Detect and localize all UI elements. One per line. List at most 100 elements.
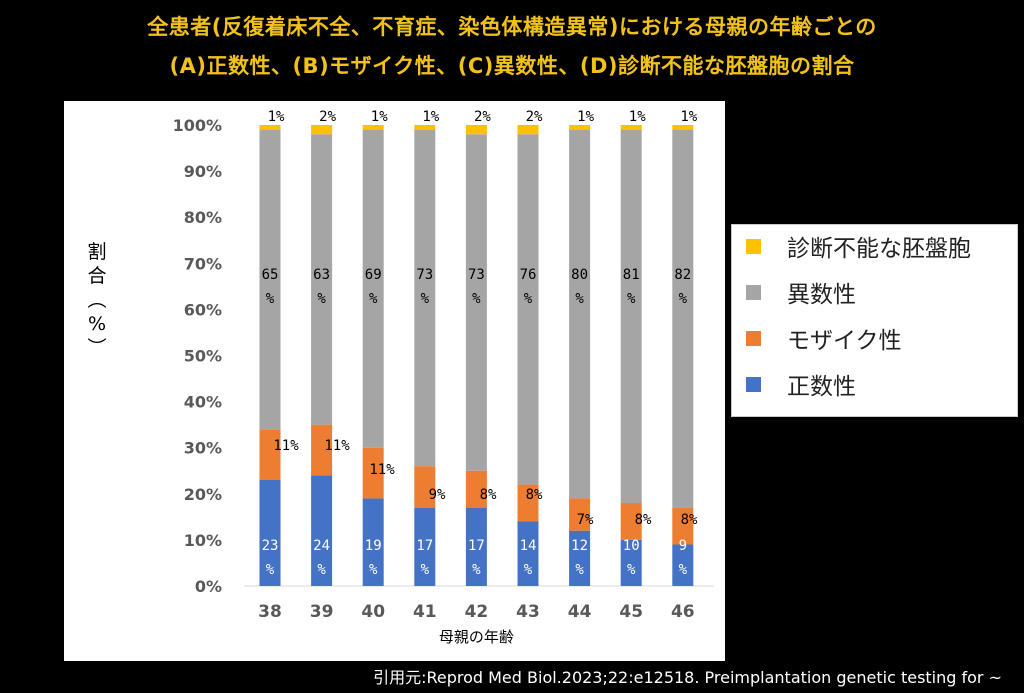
data-label-mosaic: 8% [635, 512, 652, 528]
bar-segment [517, 134, 539, 485]
data-label-normal-unit: % [472, 562, 481, 578]
y-tick-label: 60% [184, 300, 222, 319]
data-label-aneuploid-unit: % [369, 291, 378, 307]
legend-item: モザイク性 [746, 323, 902, 354]
data-label-aneuploid: 80 [571, 267, 588, 283]
x-tick-label: 40 [361, 602, 385, 622]
data-label-aneuploid-unit: % [317, 291, 326, 307]
chart-title-line-1: 全患者(反復着床不全、不育症、染色体構造異常)における母親の年齢ごとの [147, 15, 877, 39]
legend-item: 異数性 [746, 277, 856, 308]
data-label-normal-unit: % [266, 562, 275, 578]
data-label-normal-unit: % [369, 562, 378, 578]
bar-segment [620, 129, 642, 504]
bar-segment [414, 129, 436, 467]
y-axis-label-char: 合 [87, 265, 107, 287]
y-tick-label: 80% [184, 208, 222, 227]
data-label-normal: 23 [262, 538, 279, 554]
bar-segment [569, 498, 591, 531]
legend-item: 正数性 [746, 369, 856, 400]
data-label-normal: 17 [468, 538, 485, 554]
y-axis-label-char: % [87, 313, 107, 335]
bar-segment [362, 125, 384, 130]
y-axis-label-char: 割 [87, 241, 107, 263]
legend-label: モザイク性 [787, 328, 902, 354]
bar-segment [620, 125, 642, 130]
y-tick-label: 10% [184, 531, 222, 550]
data-label-normal: 24 [313, 538, 330, 554]
bar-segment [259, 429, 281, 480]
bar-segment [311, 475, 333, 586]
data-label-normal: 9 [679, 538, 687, 554]
data-label-aneuploid: 63 [313, 267, 330, 283]
bar-segment [311, 134, 333, 425]
data-label-normal-unit: % [627, 562, 636, 578]
bar-segment [672, 125, 694, 130]
bar-segment [517, 125, 539, 135]
legend-item: 診断不能な胚盤胞 [746, 231, 971, 262]
bar-segment [259, 479, 281, 586]
data-label-normal-unit: % [317, 562, 326, 578]
y-tick-label: 100% [173, 116, 222, 135]
data-label-undiagnosable: 1% [629, 109, 646, 125]
bar-segment [465, 507, 487, 586]
bar-segment [414, 125, 436, 130]
data-label-undiagnosable: 2% [526, 109, 543, 125]
data-label-aneuploid-unit: % [421, 291, 430, 307]
chart-title-line-2: (A)正数性、(B)モザイク性、(C)異数性、(D)診断不能な胚盤胞の割合 [169, 54, 855, 78]
data-label-aneuploid: 65 [262, 267, 279, 283]
y-tick-label: 90% [184, 162, 222, 181]
x-tick-label: 43 [516, 602, 540, 622]
y-tick-label: 0% [195, 577, 222, 596]
data-label-normal: 12 [571, 538, 588, 554]
chart-legend: 診断不能な胚盤胞 異数性モザイク性正数性 [731, 224, 1018, 417]
bar-segment [362, 129, 384, 448]
bar-segment [362, 447, 384, 499]
bar-segment [311, 424, 333, 476]
legend-swatch [746, 284, 761, 300]
bar-segment [259, 125, 281, 130]
x-tick-label: 38 [258, 602, 282, 622]
bar-segment [362, 498, 384, 586]
data-label-mosaic: 8% [480, 487, 497, 503]
y-tick-label: 40% [184, 393, 222, 412]
legend-label: 正数性 [787, 374, 856, 400]
data-label-normal-unit: % [421, 562, 430, 578]
data-label-mosaic: 11% [369, 462, 395, 478]
bar-segment [569, 530, 591, 586]
bar-segment [517, 484, 539, 522]
x-tick-label: 44 [568, 602, 592, 622]
x-tick-label: 42 [465, 602, 489, 622]
data-label-normal: 10 [623, 538, 640, 554]
stacked-bar-chart: 0% 10% 20% 30% 40% 50% 60% 70% 80% 90% 100% 38 39 40 4… [173, 109, 714, 646]
data-label-aneuploid: 82 [674, 267, 691, 283]
data-label-mosaic: 8% [526, 487, 543, 503]
data-label-aneuploid: 76 [520, 267, 537, 283]
bar-segment [672, 129, 694, 508]
y-axis-label: 割合 ︵% ︶ [84, 240, 110, 360]
data-label-aneuploid: 73 [416, 267, 433, 283]
bar-segment [672, 507, 694, 545]
data-label-aneuploid-unit: % [524, 291, 533, 307]
data-label-undiagnosable: 1% [371, 109, 388, 125]
data-label-normal-unit: % [524, 562, 533, 578]
chart-panel: 0% 10% 20% 30% 40% 50% 60% 70% 80% 90% 100% 38 39 40 4… [64, 101, 725, 661]
legend-label: 異数性 [787, 282, 856, 308]
bar-segment [517, 521, 539, 586]
legend-swatch [746, 376, 761, 392]
bar-segment [465, 134, 487, 471]
data-label-aneuploid: 81 [623, 267, 640, 283]
bar-segment [620, 539, 642, 586]
data-label-undiagnosable: 1% [268, 109, 285, 125]
x-tick-label: 39 [310, 602, 334, 622]
legend-label: 診断不能な胚盤胞 [787, 236, 971, 262]
y-tick-label: 50% [184, 347, 222, 366]
data-label-aneuploid-unit: % [266, 291, 275, 307]
data-label-undiagnosable: 1% [422, 109, 439, 125]
bar-segment [465, 470, 487, 508]
data-label-aneuploid-unit: % [679, 291, 688, 307]
y-tick-label: 20% [184, 485, 222, 504]
bar-segment [414, 507, 436, 586]
bar-segment [465, 125, 487, 135]
x-axis-label: 母親の年齢 [439, 628, 514, 646]
bar-segment [259, 129, 281, 430]
